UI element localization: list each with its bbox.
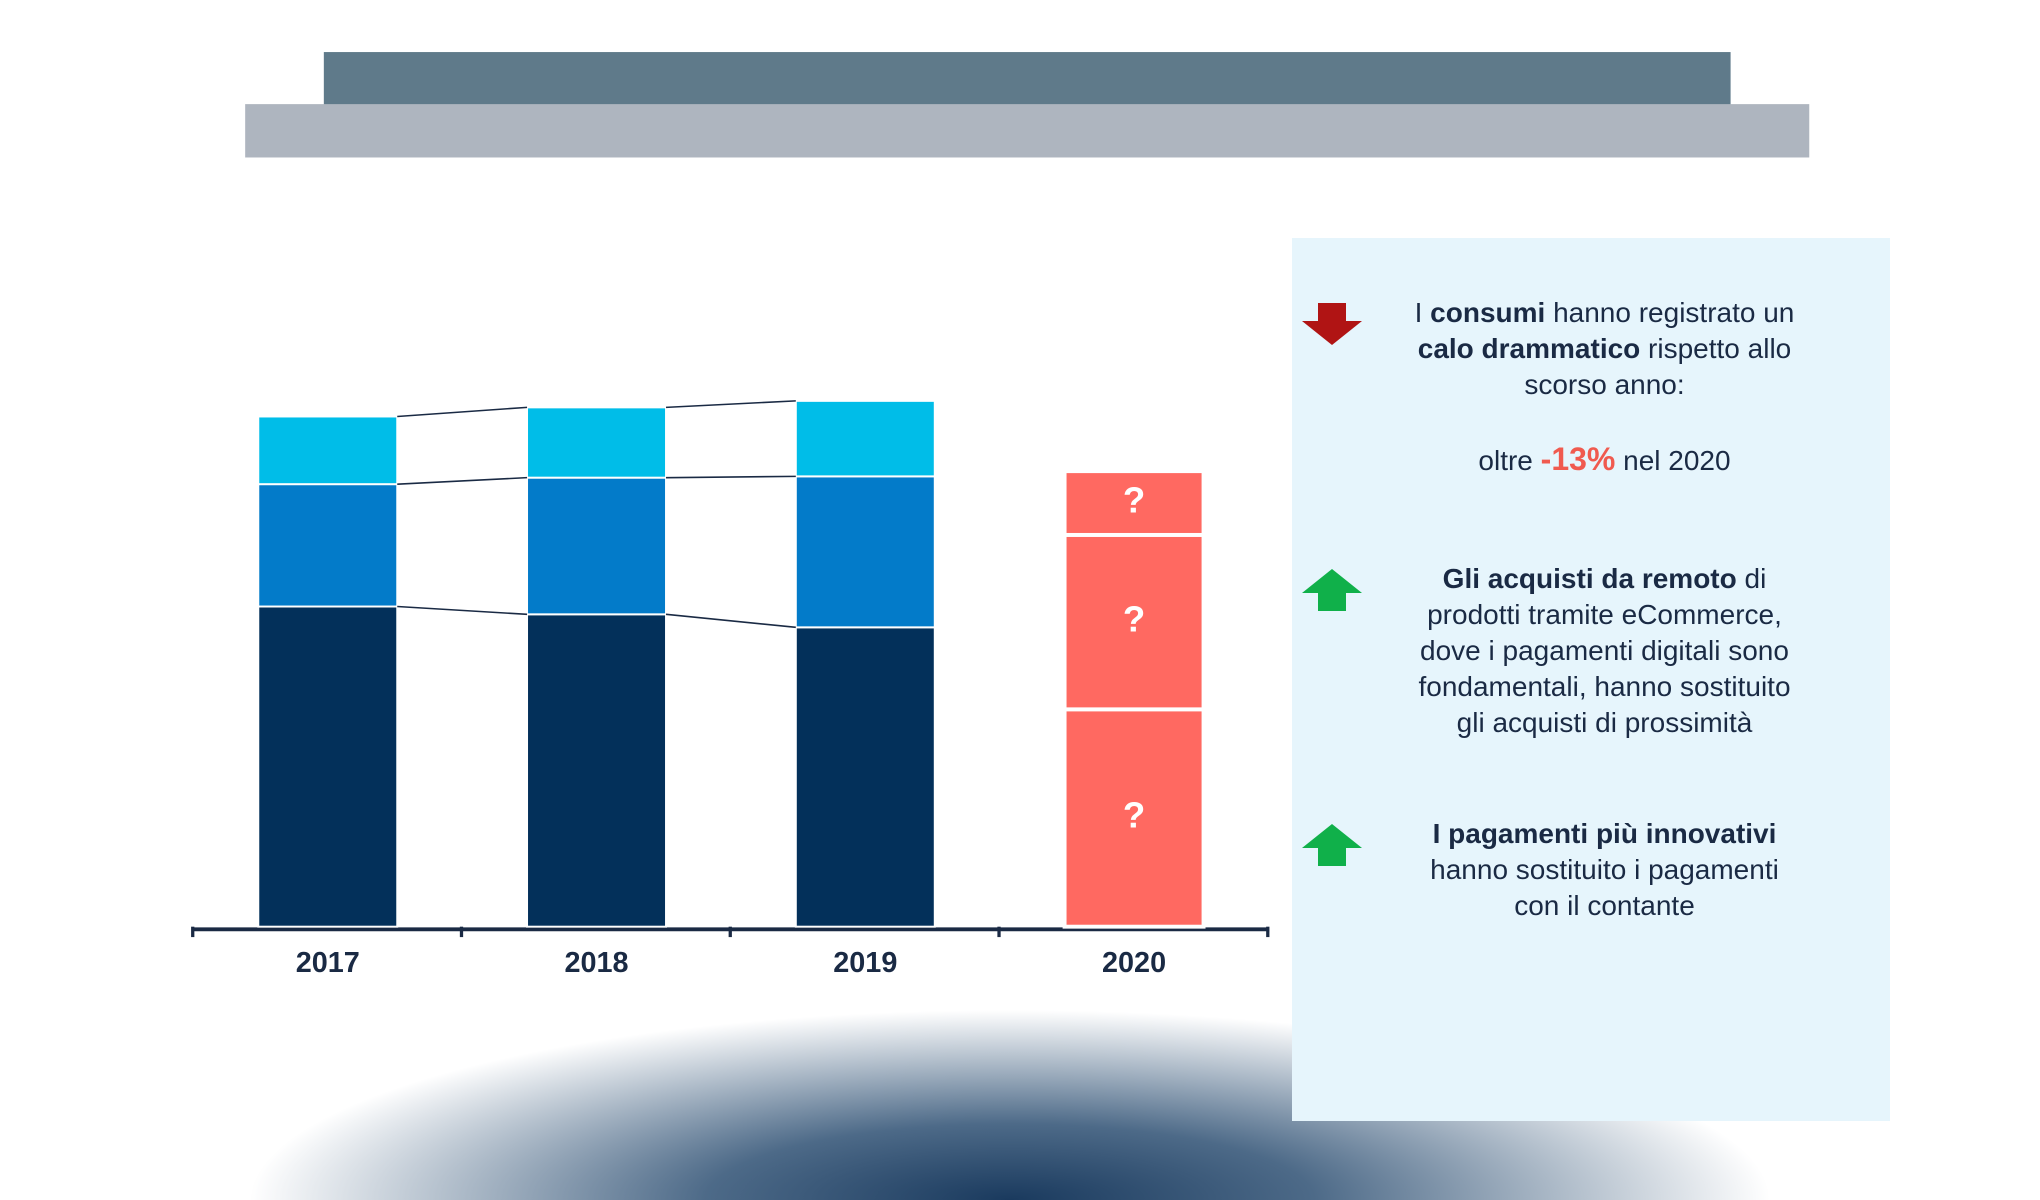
value-label: ? [1123,599,1145,640]
bar-segment [257,483,399,608]
bar-segment [526,613,667,928]
text-run: dove i pagamenti digitali sono [1420,635,1789,666]
text-run: hanno registrato un [1545,297,1795,328]
text-line: scorso anno: [1367,367,1842,403]
value-label: ? [1123,480,1145,521]
estimate-segment [1062,532,1206,712]
text-line: calo drammatico rispetto allo [1367,331,1842,367]
text-line: dove i pagamenti digitali sono [1367,633,1842,669]
header-bar [245,104,1810,158]
text-line: con il contante [1367,888,1842,924]
panel-text: I pagamenti più innovativi hanno sostitui… [1367,816,1842,924]
connector [666,475,796,479]
arrow-shape [1302,569,1362,611]
estimate-segment [1062,707,1206,929]
text-line: I consumi hanno registrato un [1367,295,1842,331]
connector [397,605,528,616]
text-run: I [1414,297,1431,328]
text-line: Gli acquisti da remoto di [1367,561,1842,597]
bar-segment [526,406,667,479]
text-run: Gli acquisti da remoto [1442,563,1737,594]
text-run: calo drammatico [1417,333,1641,364]
text-run: -13% [1540,441,1616,477]
text-run: hanno sostituito i pagamenti [1430,854,1779,885]
connector [397,476,528,485]
estimate-segment [1062,469,1206,537]
x-tick-label: 2018 [564,947,628,979]
arrow-shape [1302,303,1362,345]
x-tick-label: 2020 [1102,947,1166,979]
panel-text: Gli acquisti da remoto di prodotti tramit… [1367,561,1842,741]
bar-segment [257,415,399,486]
bar-segment [257,605,399,928]
bar-segment [794,475,936,629]
text-line: hanno sostituito i pagamenti [1367,852,1842,888]
text-line: gli acquisti di prossimità [1367,705,1842,741]
value-label: ? [1123,795,1145,836]
arrow-shape [1302,824,1362,866]
arrow-down [1302,303,1362,345]
bar-segment [794,626,936,928]
text-run: nel 2020 [1615,445,1731,476]
bar-segment [526,476,667,616]
connector [665,400,796,409]
bar-segment [794,399,936,478]
connector [397,406,528,418]
text-run: consumi [1430,297,1546,328]
arrow-up [1302,824,1362,866]
panel-text: I consumi hanno registrato un calo dramma… [1367,295,1842,403]
info-panel: I consumi hanno registrato un calo dramma… [1292,238,1890,1121]
x-tick-label: 2019 [833,947,897,979]
text-run: oltre [1478,445,1541,476]
text-line: fondamentali, hanno sostituito [1367,669,1842,705]
x-tick-label: 2017 [296,947,360,979]
header-bar [323,52,1731,106]
text-run: scorso anno: [1524,369,1685,400]
text-run: con il contante [1514,890,1695,921]
text-run: rispetto allo [1640,333,1792,364]
text-run: prodotti tramite eCommerce, [1427,599,1782,630]
arrow-up [1302,569,1362,611]
text-run: I pagamenti più innovativi [1432,818,1777,849]
text-run: fondamentali, hanno sostituito [1418,671,1791,702]
connector [665,613,796,629]
text-run: di [1736,563,1767,594]
text-line: prodotti tramite eCommerce, [1367,597,1842,633]
text-line: I pagamenti più innovativi [1367,816,1842,852]
text-line: oltre -13% nel 2020 [1367,441,1842,479]
text-run: gli acquisti di prossimità [1456,707,1753,738]
panel-text: oltre -13% nel 2020 [1367,441,1842,479]
